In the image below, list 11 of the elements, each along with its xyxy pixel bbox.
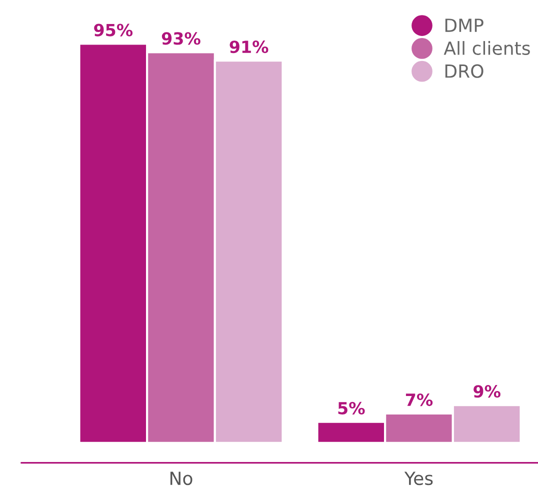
legend-label: DMP — [445, 18, 484, 32]
data-label: 5% — [338, 402, 365, 414]
data-label: 9% — [474, 385, 500, 398]
data-label: 91% — [230, 40, 268, 54]
data-label: 95% — [94, 24, 133, 36]
x-tick-label: No — [170, 472, 192, 486]
data-label: 7% — [406, 393, 433, 406]
legend-label: DRO — [445, 64, 484, 78]
data-label: 93% — [162, 32, 200, 45]
legend-label: All clients — [444, 41, 530, 56]
x-tick-label: Yes — [404, 472, 433, 486]
